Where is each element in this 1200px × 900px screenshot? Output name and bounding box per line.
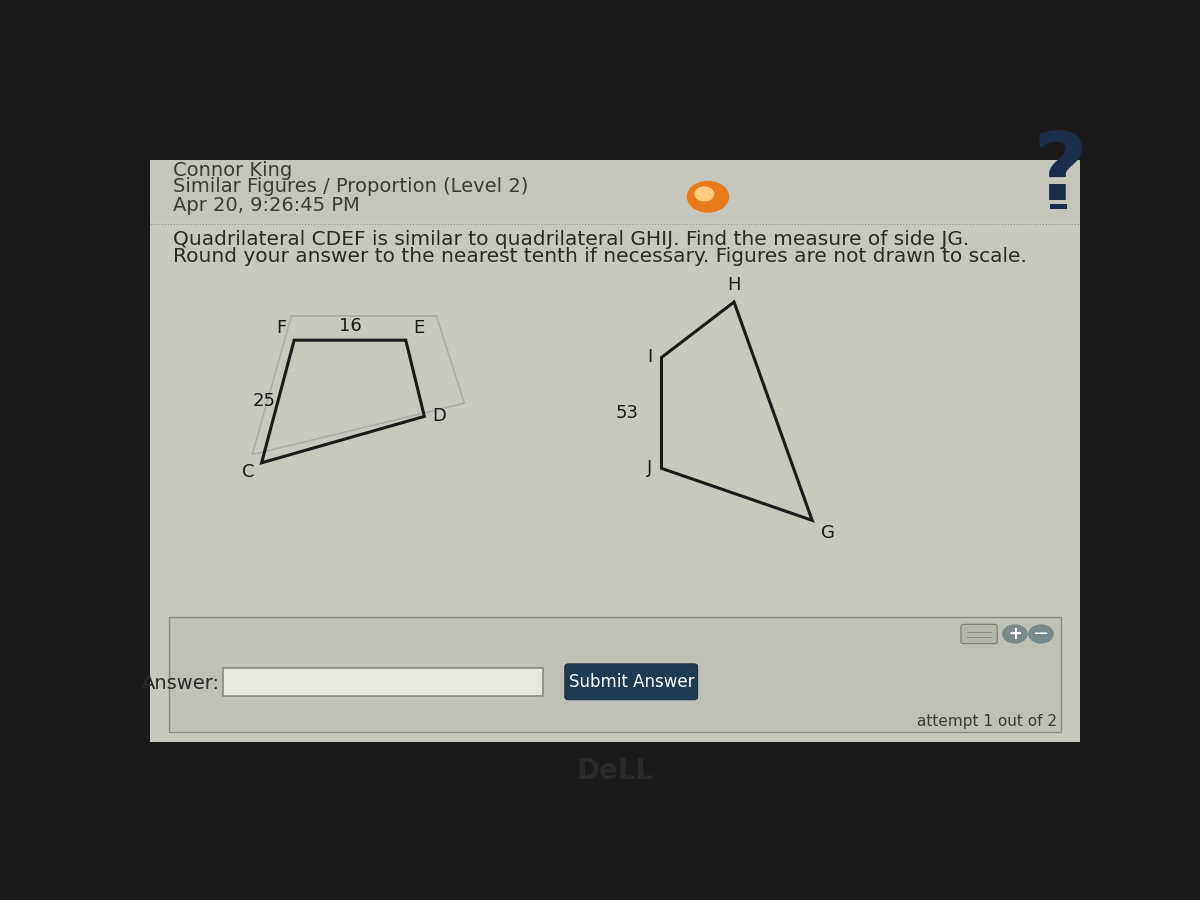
Text: ?: ? bbox=[1032, 128, 1087, 220]
FancyBboxPatch shape bbox=[150, 160, 1080, 222]
Circle shape bbox=[688, 182, 728, 212]
Text: G: G bbox=[822, 524, 835, 542]
FancyBboxPatch shape bbox=[961, 625, 997, 643]
Text: +: + bbox=[1008, 625, 1022, 643]
Text: attempt 1 out of 2: attempt 1 out of 2 bbox=[917, 714, 1057, 729]
Text: Apr 20, 9:26:45 PM: Apr 20, 9:26:45 PM bbox=[173, 195, 360, 214]
Text: J: J bbox=[647, 459, 653, 477]
FancyBboxPatch shape bbox=[565, 664, 697, 700]
FancyBboxPatch shape bbox=[168, 617, 1062, 732]
Text: I: I bbox=[647, 348, 653, 366]
Text: Submit Answer: Submit Answer bbox=[569, 673, 694, 691]
FancyBboxPatch shape bbox=[150, 160, 1080, 742]
Text: Similar Figures / Proportion (Level 2): Similar Figures / Proportion (Level 2) bbox=[173, 176, 529, 196]
Text: 53: 53 bbox=[616, 404, 638, 422]
Text: DeLL: DeLL bbox=[576, 757, 654, 785]
FancyBboxPatch shape bbox=[222, 668, 544, 696]
FancyBboxPatch shape bbox=[1050, 203, 1067, 209]
Circle shape bbox=[1028, 625, 1054, 643]
Text: −: − bbox=[1033, 625, 1049, 643]
Text: C: C bbox=[241, 463, 254, 481]
Text: F: F bbox=[276, 319, 287, 337]
Text: H: H bbox=[727, 275, 740, 293]
Text: 25: 25 bbox=[252, 392, 276, 410]
Text: D: D bbox=[432, 408, 445, 426]
Text: Round your answer to the nearest tenth if necessary. Figures are not drawn to sc: Round your answer to the nearest tenth i… bbox=[173, 247, 1027, 266]
Text: Connor King: Connor King bbox=[173, 161, 293, 180]
Text: Answer:: Answer: bbox=[142, 674, 220, 693]
Circle shape bbox=[1003, 625, 1027, 643]
Text: E: E bbox=[413, 319, 425, 337]
Text: Quadrilateral CDEF is similar to quadrilateral GHIJ. Find the measure of side JG: Quadrilateral CDEF is similar to quadril… bbox=[173, 230, 970, 249]
Text: 16: 16 bbox=[338, 317, 361, 335]
Circle shape bbox=[695, 187, 714, 201]
